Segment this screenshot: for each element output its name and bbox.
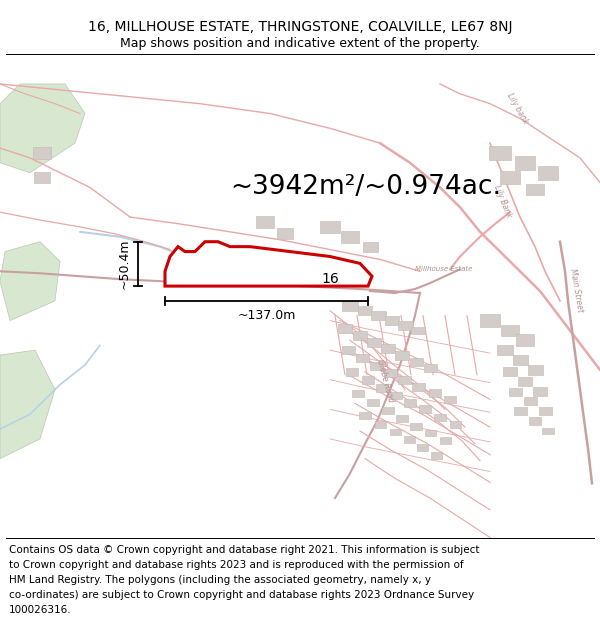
Text: Contains OS data © Crown copyright and database right 2021. This information is : Contains OS data © Crown copyright and d… (9, 545, 479, 555)
Bar (338, 324, 352, 333)
Text: ~3942m²/~0.974ac.: ~3942m²/~0.974ac. (230, 174, 501, 201)
Bar (542, 428, 554, 434)
Bar (277, 228, 293, 239)
Text: 16: 16 (321, 272, 339, 286)
Bar (395, 351, 409, 359)
Bar (398, 321, 413, 330)
Bar (355, 354, 368, 362)
Bar (358, 306, 372, 315)
Bar (500, 171, 520, 184)
Text: Map shows position and indicative extent of the property.: Map shows position and indicative extent… (120, 38, 480, 50)
Bar (533, 387, 547, 396)
Bar (512, 355, 527, 365)
Text: Lily bank: Lily bank (505, 91, 530, 126)
Bar (410, 422, 422, 429)
Bar (539, 408, 551, 415)
Bar (503, 368, 517, 376)
Bar (33, 147, 51, 159)
Bar (341, 346, 355, 354)
Bar (489, 146, 511, 161)
Bar (416, 444, 427, 451)
Text: HM Land Registry. The polygons (including the associated geometry, namely x, y: HM Land Registry. The polygons (includin… (9, 575, 431, 585)
Bar (501, 324, 519, 336)
Bar (359, 412, 371, 419)
Bar (342, 301, 358, 311)
Bar (449, 421, 461, 428)
Bar (385, 316, 399, 325)
Bar (346, 368, 358, 376)
Bar (424, 364, 437, 372)
Bar (383, 369, 397, 377)
Bar (516, 334, 534, 346)
Bar (256, 216, 274, 228)
Bar (425, 429, 436, 436)
Bar (515, 156, 535, 170)
Bar (480, 314, 500, 327)
Bar (374, 421, 386, 428)
Text: ~50.4m: ~50.4m (118, 239, 131, 289)
Bar (404, 436, 415, 443)
Bar (439, 438, 451, 444)
Bar (404, 399, 416, 408)
Bar (429, 389, 441, 396)
Bar (34, 173, 50, 183)
Text: co-ordinates) are subject to Crown copyright and database rights 2023 Ordnance S: co-ordinates) are subject to Crown copyr… (9, 590, 474, 600)
Bar (341, 231, 359, 242)
Bar (367, 338, 381, 347)
Bar (352, 390, 364, 397)
Bar (382, 407, 394, 414)
Bar (444, 396, 456, 403)
Bar (529, 418, 541, 425)
Text: Lily Bank: Lily Bank (492, 184, 513, 219)
Bar (362, 242, 377, 252)
Bar (390, 392, 402, 399)
Text: ~137.0m: ~137.0m (238, 309, 296, 322)
Bar (389, 429, 401, 436)
Bar (518, 378, 532, 386)
Bar (497, 345, 513, 355)
Bar (353, 331, 367, 340)
Bar (527, 365, 542, 375)
Bar (434, 414, 446, 421)
Bar (376, 384, 388, 392)
Bar (419, 406, 431, 413)
Text: to Crown copyright and database rights 2023 and is reproduced with the permissio: to Crown copyright and database rights 2… (9, 560, 464, 570)
Bar (320, 221, 340, 233)
Text: Main Street: Main Street (568, 268, 584, 312)
Text: Millhouse Estate: Millhouse Estate (415, 266, 472, 272)
Bar (526, 184, 544, 196)
Bar (538, 166, 558, 179)
Bar (398, 376, 410, 384)
Polygon shape (0, 242, 60, 321)
Bar (412, 382, 425, 391)
Polygon shape (165, 242, 372, 286)
Text: 16, MILLHOUSE ESTATE, THRINGSTONE, COALVILLE, LE67 8NJ: 16, MILLHOUSE ESTATE, THRINGSTONE, COALV… (88, 21, 512, 34)
Text: 100026316.: 100026316. (9, 605, 71, 615)
Text: Glebe Road: Glebe Road (375, 359, 395, 403)
Bar (396, 415, 408, 422)
Bar (409, 358, 422, 366)
Bar (370, 362, 383, 370)
Polygon shape (0, 84, 85, 172)
Bar (514, 408, 527, 415)
Polygon shape (0, 350, 55, 459)
Bar (371, 311, 386, 320)
Bar (509, 388, 521, 396)
Bar (367, 399, 379, 406)
Bar (411, 326, 425, 334)
Bar (431, 452, 442, 459)
Bar (523, 398, 536, 406)
Bar (362, 376, 374, 384)
Bar (381, 344, 395, 352)
